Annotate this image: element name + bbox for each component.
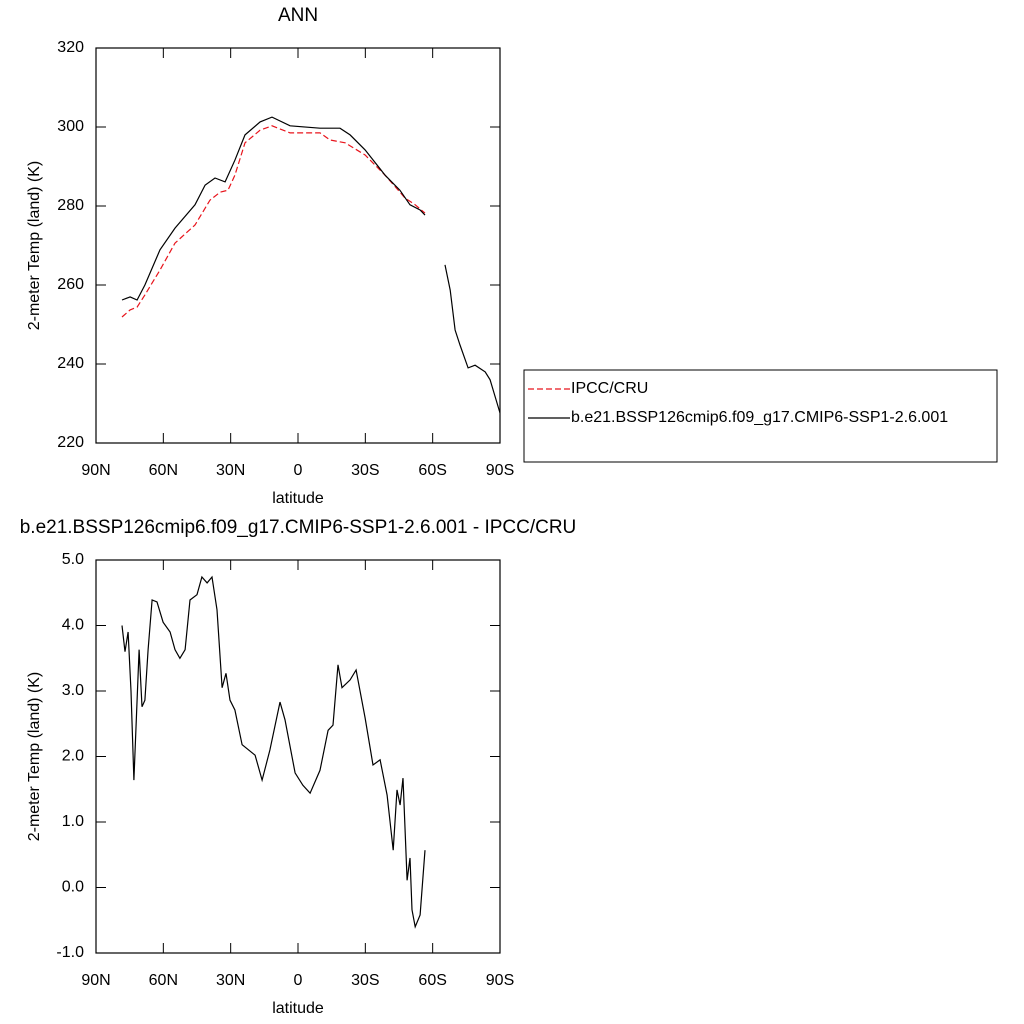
chart-title: b.e21.BSSP126cmip6.f09_g17.CMIP6-SSP1-2.… — [20, 517, 577, 538]
y-tick-label: 1.0 — [62, 813, 84, 830]
y-tick-label: 300 — [57, 118, 84, 135]
x-tick-label: 60S — [418, 972, 446, 989]
chart-title: ANN — [278, 5, 318, 26]
y-tick-label: 3.0 — [62, 682, 84, 699]
x-axis-label: latitude — [272, 1000, 324, 1017]
x-tick-label: 30N — [216, 462, 245, 479]
y-tick-label: 4.0 — [62, 617, 84, 634]
x-tick-label: 0 — [294, 462, 303, 479]
x-tick-label: 90S — [486, 462, 514, 479]
data-line — [121, 116, 501, 414]
legend-frame — [523, 369, 998, 463]
y-tick-label: 280 — [57, 197, 84, 214]
y-tick-label: 220 — [57, 434, 84, 451]
x-tick-label: 0 — [294, 972, 303, 989]
y-axis-label: 2-meter Temp (land) (K) — [26, 672, 43, 842]
x-tick-label: 30S — [351, 972, 379, 989]
x-tick-label: 90N — [81, 462, 110, 479]
x-tick-label: 90S — [486, 972, 514, 989]
plot-frame — [95, 47, 501, 444]
x-tick-label: 60N — [149, 462, 178, 479]
data-line — [121, 125, 426, 318]
y-tick-label: 260 — [57, 276, 84, 293]
y-tick-label: 320 — [57, 39, 84, 56]
x-axis-label: latitude — [272, 490, 324, 507]
x-tick-label: 30S — [351, 462, 379, 479]
plot-frame — [95, 559, 501, 954]
y-tick-label: 5.0 — [62, 551, 84, 568]
y-tick-label: 2.0 — [62, 748, 84, 765]
data-line — [121, 575, 426, 929]
legend-label: b.e21.BSSP126cmip6.f09_g17.CMIP6-SSP1-2.… — [571, 409, 948, 426]
y-tick-label: 0.0 — [62, 879, 84, 896]
legend-label: IPCC/CRU — [571, 380, 648, 397]
y-tick-label: 240 — [57, 355, 84, 372]
x-tick-label: 60S — [418, 462, 446, 479]
legend: IPCC/CRU b.e21.BSSP126cmip6.f09_g17.CMIP6… — [523, 369, 998, 463]
x-tick-label: 30N — [216, 972, 245, 989]
x-tick-label: 60N — [149, 972, 178, 989]
y-tick-label: -1.0 — [56, 944, 84, 961]
x-tick-label: 90N — [81, 972, 110, 989]
y-axis-label: 2-meter Temp (land) (K) — [26, 161, 43, 331]
